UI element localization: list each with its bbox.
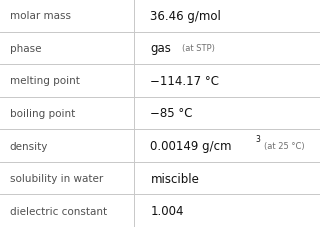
Text: density: density	[10, 141, 48, 151]
Text: melting point: melting point	[10, 76, 79, 86]
Text: dielectric constant: dielectric constant	[10, 206, 107, 216]
Text: −85 °C: −85 °C	[150, 107, 193, 120]
Text: 3: 3	[256, 134, 260, 143]
Text: miscible: miscible	[150, 172, 199, 185]
Text: (at 25 °C): (at 25 °C)	[264, 141, 304, 151]
Text: boiling point: boiling point	[10, 109, 75, 118]
Text: 0.00149 g/cm: 0.00149 g/cm	[150, 139, 232, 152]
Text: −114.17 °C: −114.17 °C	[150, 75, 220, 88]
Text: solubility in water: solubility in water	[10, 173, 103, 183]
Text: molar mass: molar mass	[10, 11, 71, 21]
Text: 1.004: 1.004	[150, 204, 184, 217]
Text: phase: phase	[10, 44, 41, 54]
Text: (at STP): (at STP)	[182, 44, 215, 53]
Text: gas: gas	[150, 42, 171, 55]
Text: 36.46 g/mol: 36.46 g/mol	[150, 10, 221, 23]
